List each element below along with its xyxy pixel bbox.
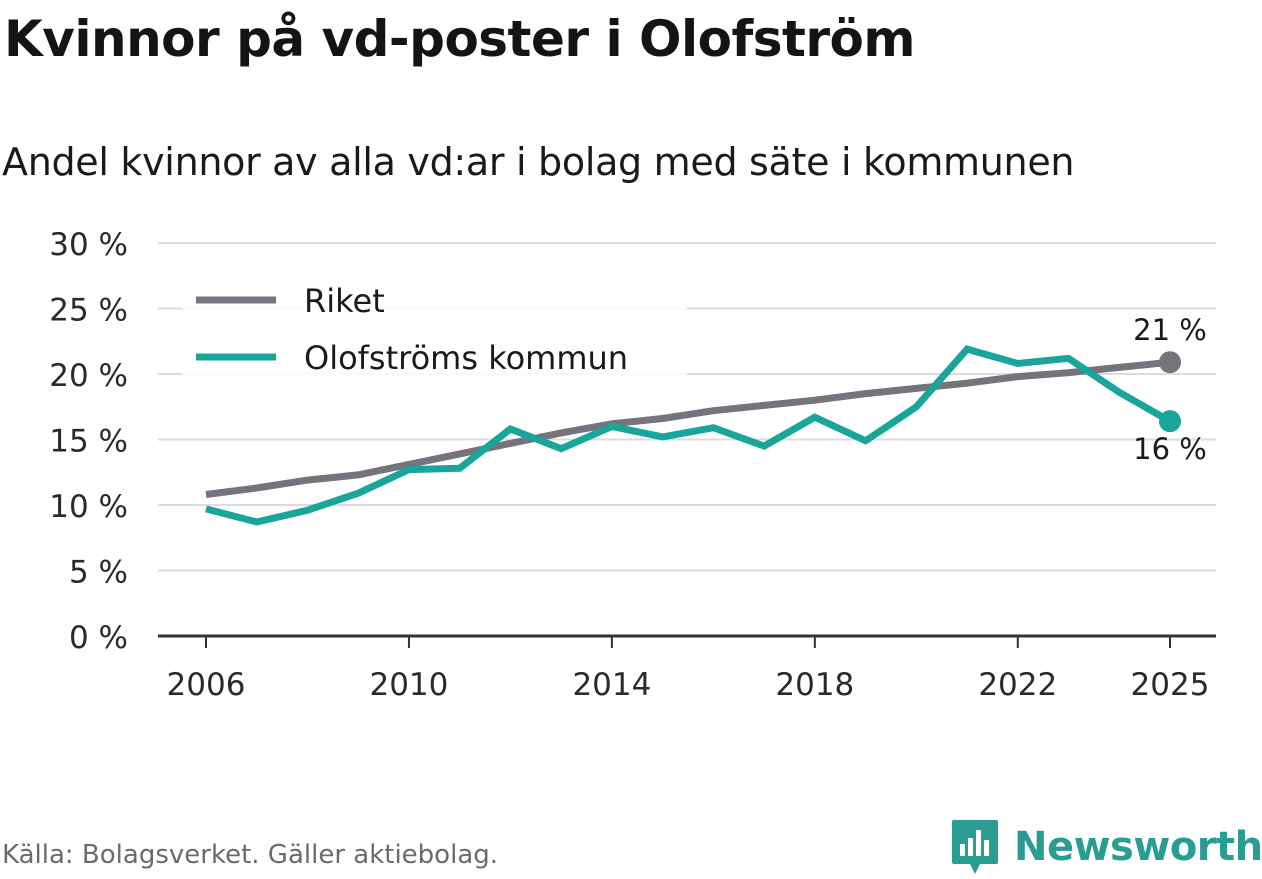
x-tick-label: 2010 — [369, 667, 448, 703]
series-line-riket — [205, 358, 1171, 498]
y-tick-label: 15 % — [49, 424, 128, 460]
legend-label-riket: Riket — [304, 282, 385, 320]
legend: Riket Olofströms kommun — [182, 272, 687, 378]
source-note: Källa: Bolagsverket. Gäller aktiebolag. — [2, 840, 499, 870]
y-tick-label: 20 % — [49, 358, 128, 394]
brand-logo: Newsworthy — [950, 818, 1262, 876]
legend-label-kommun: Olofströms kommun — [304, 339, 628, 377]
end-label-riket: 21 % — [1133, 313, 1207, 347]
newsworthy-logo-icon — [952, 820, 998, 874]
chart-title: Kvinnor på vd-poster i Olofström — [4, 10, 916, 68]
end-point-kommun — [1159, 410, 1181, 433]
series-line-kommun — [205, 345, 1172, 526]
chart-subtitle: Andel kvinnor av alla vd:ar i bolag med … — [2, 140, 1075, 184]
x-tick-label: 2006 — [167, 667, 246, 703]
series-group: 21 % 16 % — [205, 313, 1207, 526]
y-tick-label: 25 % — [49, 293, 128, 329]
y-tick-label: 5 % — [69, 555, 128, 591]
brand-name: Newsworthy — [1014, 824, 1262, 870]
end-label-kommun: 16 % — [1133, 432, 1207, 466]
x-axis: 2006 2010 2014 2018 2022 2025 — [158, 634, 1216, 703]
x-tick-label: 2025 — [1131, 667, 1210, 703]
y-axis-ticks: 0 % 5 % 10 % 15 % 20 % 25 % 30 % — [49, 227, 128, 656]
x-tick-label: 2018 — [775, 667, 854, 703]
y-tick-label: 30 % — [49, 227, 128, 263]
y-tick-label: 0 % — [69, 620, 128, 656]
x-tick-label: 2014 — [572, 667, 651, 703]
end-point-riket — [1159, 351, 1181, 374]
y-tick-label: 10 % — [49, 489, 128, 525]
x-tick-label: 2022 — [978, 667, 1057, 703]
